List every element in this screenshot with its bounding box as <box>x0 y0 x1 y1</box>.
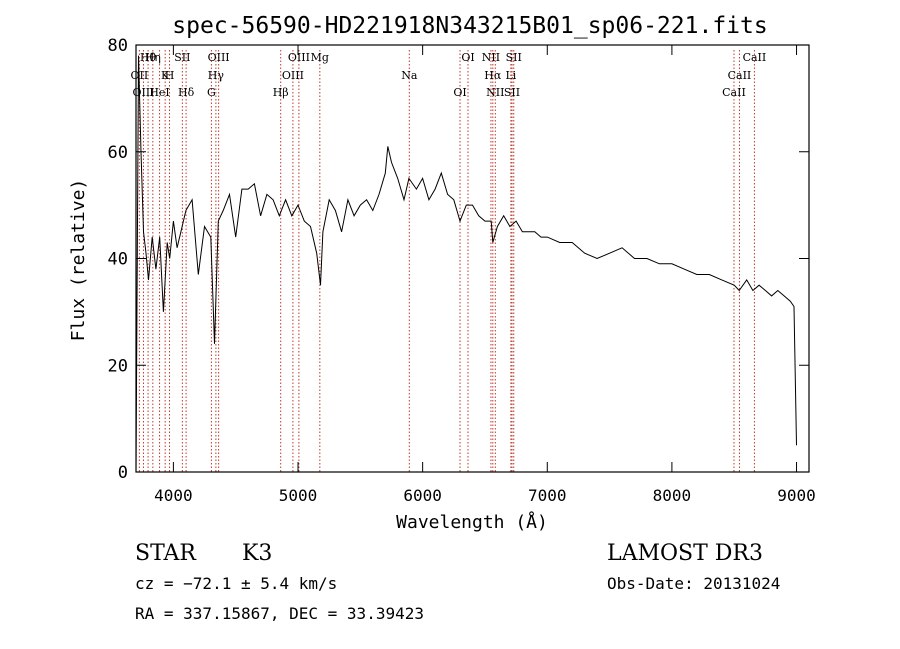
x-tick-label: 9000 <box>777 486 816 505</box>
emission-line-label: Hθ <box>140 51 157 64</box>
emission-line-label: G <box>207 86 216 99</box>
survey-name: LAMOST DR3 <box>607 541 763 566</box>
x-axis: 4000 5000 6000 7000 8000 9000 <box>154 45 816 505</box>
emission-line-label: OIII <box>282 69 304 82</box>
object-class: STAR <box>135 541 197 566</box>
x-tick-label: 6000 <box>403 486 442 505</box>
emission-line-label: Hβ <box>273 86 289 99</box>
object-subclass: K3 <box>242 541 272 566</box>
emission-line-label: OIII <box>288 51 310 64</box>
x-tick-label: 7000 <box>528 486 567 505</box>
x-tick-label: 4000 <box>154 486 193 505</box>
emission-line-label: Hγ <box>208 69 225 82</box>
x-tick-label: 5000 <box>279 486 318 505</box>
sky-coordinates: RA = 337.15867, DEC = 33.39423 <box>135 604 424 623</box>
emission-line-label: NII <box>486 86 504 99</box>
emission-line-label: OIII <box>208 51 230 64</box>
y-tick-label: 0 <box>118 463 128 483</box>
x-tick-label: 8000 <box>653 486 692 505</box>
emission-line-label: Mg <box>311 51 329 64</box>
plot-frame <box>135 44 810 473</box>
emission-line-label: SII <box>504 86 520 99</box>
emission-line-label: NII <box>482 51 500 64</box>
emission-line-label: HeI <box>149 86 169 99</box>
y-axis-label: Flux (relative) <box>68 179 89 342</box>
emission-line-label: CaII <box>728 69 752 82</box>
emission-line-label: Hα <box>484 69 502 82</box>
emission-line-label: Li <box>505 69 516 82</box>
emission-line-label: CaII <box>722 86 746 99</box>
emission-line-label: K <box>161 69 170 82</box>
chart-title: spec-56590-HD221918N343215B01_sp06-221.f… <box>172 13 767 39</box>
y-tick-label: 80 <box>108 36 128 56</box>
emission-line-label: OI <box>461 51 474 64</box>
y-axis: 0 20 40 60 80 <box>108 36 809 483</box>
emission-line-label: Hδ <box>178 86 195 99</box>
y-tick-label: 60 <box>108 143 128 163</box>
emission-line-markers <box>138 50 755 472</box>
spectrum-series-line <box>135 55 797 473</box>
emission-line-label: OI <box>453 86 466 99</box>
y-tick-label: 20 <box>108 356 128 376</box>
emission-line-label: SII <box>506 51 522 64</box>
x-axis-label: Wavelength (Å) <box>396 511 548 533</box>
emission-line-labels: HθKHδOIIIOIIHeISIIHγOIIIHηHGOIIIOIIIHβMg… <box>131 51 767 99</box>
emission-line-label: SII <box>174 51 190 64</box>
redshift-velocity: cz = −72.1 ± 5.4 km/s <box>135 574 337 593</box>
emission-line-label: H <box>165 69 175 82</box>
emission-line-label: Hη <box>145 51 161 64</box>
observation-date: Obs-Date: 20131024 <box>607 574 780 593</box>
emission-line-label: CaII <box>743 51 767 64</box>
y-tick-label: 40 <box>108 250 128 270</box>
emission-line-label: Na <box>401 69 418 82</box>
